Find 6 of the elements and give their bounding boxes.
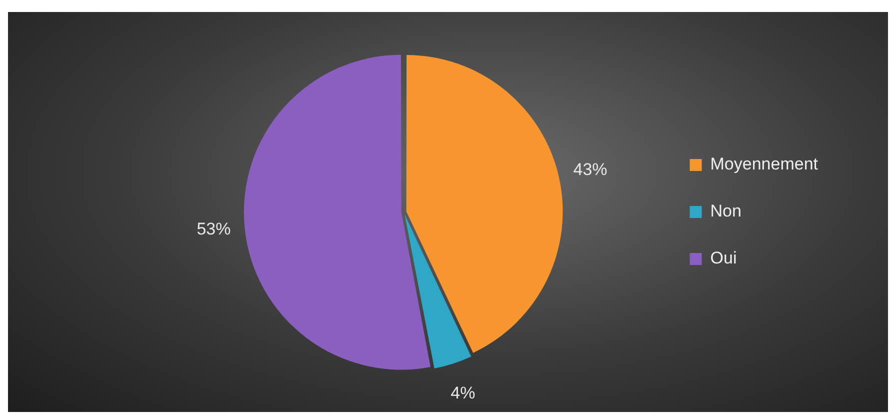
legend-label: Oui (710, 248, 737, 268)
data-label: 53% (196, 220, 231, 239)
legend-label: Moyennement (710, 154, 818, 174)
data-label: 43% (573, 160, 608, 180)
legend-label: Non (710, 202, 742, 221)
data-label: 4% (450, 383, 476, 402)
